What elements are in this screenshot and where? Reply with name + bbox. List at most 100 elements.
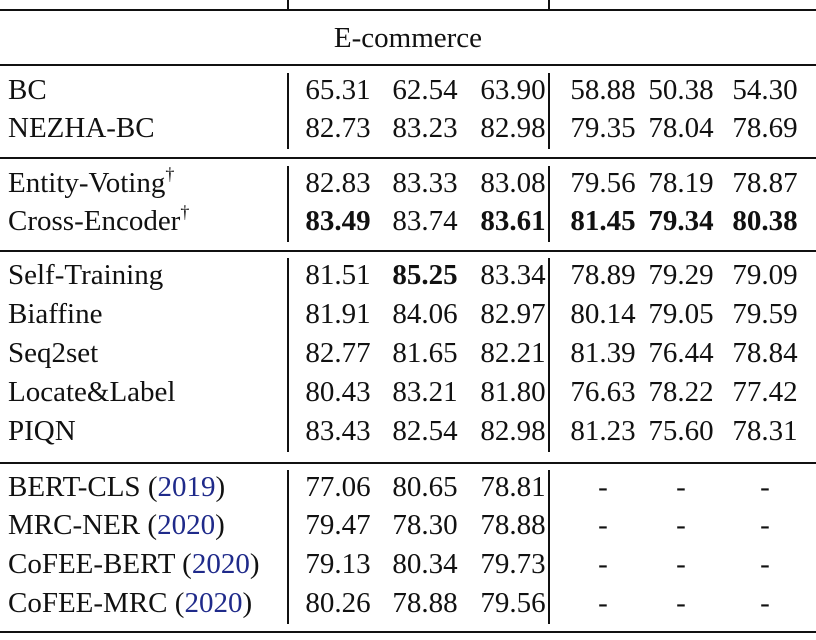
header-divider-left <box>287 0 289 9</box>
score-cell: 80.65 <box>392 471 458 503</box>
method-name: BERT-CLS <box>8 471 141 503</box>
group-separator-rule <box>0 157 816 159</box>
score-cell: 58.88 <box>570 74 636 106</box>
score-cell: 79.56 <box>480 587 546 619</box>
score-cell: 82.21 <box>480 337 546 369</box>
citation-year-link[interactable]: 2020 <box>184 587 243 619</box>
score-cell: - <box>676 587 686 619</box>
score-cell: - <box>598 587 608 619</box>
score-cell: 78.69 <box>732 112 798 144</box>
section-title: E-commerce <box>333 22 483 54</box>
score-cell: 80.34 <box>392 548 458 580</box>
score-cell: 78.81 <box>480 471 546 503</box>
score-cell: 79.09 <box>732 259 798 291</box>
score-cell: 79.73 <box>480 548 546 580</box>
score-cell: 83.23 <box>392 112 458 144</box>
row-label: Biaffine <box>8 295 103 333</box>
score-cell: 50.38 <box>648 74 714 106</box>
score-cell: 78.87 <box>732 167 798 199</box>
score-cell: 77.06 <box>305 471 371 503</box>
top-rule <box>0 9 816 11</box>
score-cell: - <box>676 548 686 580</box>
method-name: MRC-NER <box>8 509 141 541</box>
score-cell: 78.88 <box>392 587 458 619</box>
score-cell: 62.54 <box>392 74 458 106</box>
section-rule <box>0 64 816 66</box>
score-cell: 83.49 <box>305 205 371 237</box>
score-cell: 82.97 <box>480 298 546 330</box>
score-cell: 79.56 <box>570 167 636 199</box>
row-label: BERT-CLS (2019) <box>8 471 226 503</box>
score-cell: - <box>760 587 770 619</box>
score-cell: - <box>760 509 770 541</box>
score-cell: 78.30 <box>392 509 458 541</box>
score-cell: 76.63 <box>570 376 636 408</box>
method-name: Cross-Encoder <box>8 205 181 237</box>
score-cell: 83.61 <box>480 205 546 237</box>
score-cell: 77.42 <box>732 376 798 408</box>
score-cell: 78.19 <box>648 167 714 199</box>
score-cell: 79.13 <box>305 548 371 580</box>
score-cell: 54.30 <box>732 74 798 106</box>
score-cell: - <box>676 509 686 541</box>
score-cell: - <box>598 471 608 503</box>
score-cell: 78.31 <box>732 415 798 447</box>
score-cell: 82.98 <box>480 415 546 447</box>
method-name: Self-Training <box>8 259 164 291</box>
score-cell: 81.51 <box>305 259 371 291</box>
score-cell: 78.88 <box>480 509 546 541</box>
column-divider-left <box>287 258 289 452</box>
score-cell: - <box>760 548 770 580</box>
column-divider-right <box>548 166 550 242</box>
row-label: BC <box>8 71 47 109</box>
score-cell: 75.60 <box>648 415 714 447</box>
score-cell: 79.34 <box>648 205 714 237</box>
score-cell: 79.35 <box>570 112 636 144</box>
method-name: Seq2set <box>8 337 99 369</box>
header-divider-right <box>548 0 550 9</box>
score-cell: 76.44 <box>648 337 714 369</box>
method-name: Biaffine <box>8 298 103 330</box>
row-label: CoFEE-MRC (2020) <box>8 587 253 619</box>
score-cell: 80.14 <box>570 298 636 330</box>
column-divider-left <box>287 470 289 624</box>
score-cell: 82.98 <box>480 112 546 144</box>
column-divider-left <box>287 166 289 242</box>
score-cell: 63.90 <box>480 74 546 106</box>
column-divider-right <box>548 470 550 624</box>
score-cell: 83.08 <box>480 167 546 199</box>
score-cell: 78.22 <box>648 376 714 408</box>
score-cell: - <box>760 471 770 503</box>
score-cell: 79.29 <box>648 259 714 291</box>
row-label: Cross-Encoder† <box>8 202 189 240</box>
column-divider-left <box>287 73 289 149</box>
score-cell: - <box>598 509 608 541</box>
score-cell: 80.43 <box>305 376 371 408</box>
citation-year-link[interactable]: 2020 <box>157 509 216 541</box>
score-cell: 81.45 <box>570 205 636 237</box>
row-label: MRC-NER (2020) <box>8 509 225 541</box>
score-cell: 82.83 <box>305 167 371 199</box>
score-cell: 81.65 <box>392 337 458 369</box>
method-name: Locate&Label <box>8 376 176 408</box>
score-cell: 65.31 <box>305 74 371 106</box>
method-name: CoFEE-BERT <box>8 548 175 580</box>
row-label: CoFEE-BERT (2020) <box>8 548 260 580</box>
score-cell: 85.25 <box>392 259 458 291</box>
score-cell: 81.80 <box>480 376 546 408</box>
citation-year-link[interactable]: 2019 <box>157 471 216 503</box>
score-cell: 82.77 <box>305 337 371 369</box>
row-label: Seq2set <box>8 334 98 372</box>
row-label: Entity-Voting† <box>8 164 174 202</box>
score-cell: - <box>598 548 608 580</box>
score-cell: 80.38 <box>732 205 798 237</box>
row-label: PIQN <box>8 412 76 450</box>
score-cell: 83.21 <box>392 376 458 408</box>
score-cell: 80.26 <box>305 587 371 619</box>
citation-year-link[interactable]: 2020 <box>191 548 250 580</box>
column-divider-right <box>548 73 550 149</box>
score-cell: 81.91 <box>305 298 371 330</box>
group-separator-rule <box>0 250 816 252</box>
row-label: Locate&Label <box>8 373 175 411</box>
method-name: Entity-Voting <box>8 167 166 199</box>
